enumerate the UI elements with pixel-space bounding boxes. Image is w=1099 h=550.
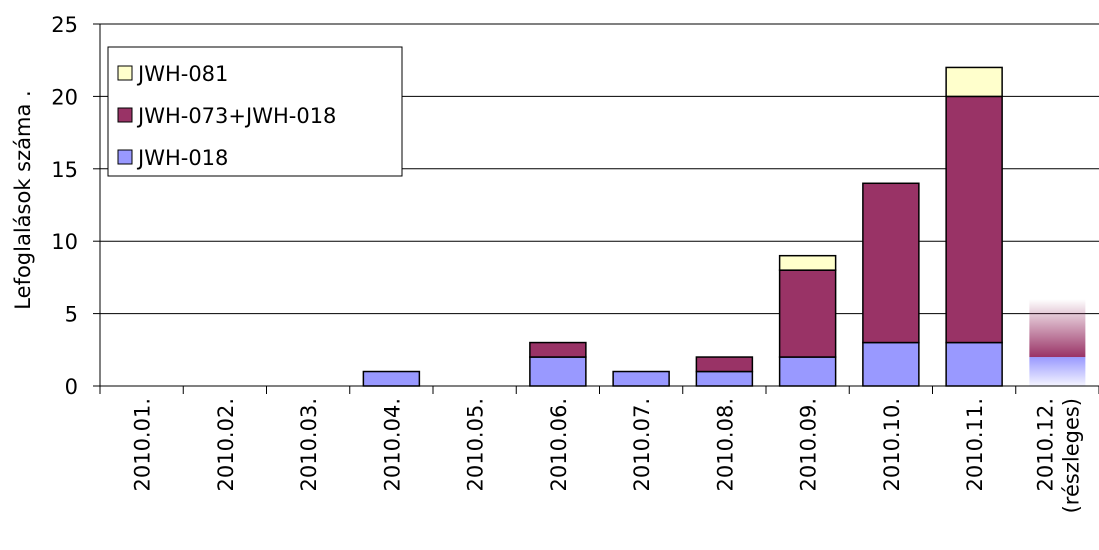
x-tick-label-line: 2010.06.: [547, 398, 571, 492]
x-tick-label: 2010.10.: [880, 398, 904, 492]
bar-segment: [362, 370, 421, 387]
legend-label: JWH-081: [136, 62, 228, 86]
bar-segment: [695, 370, 754, 387]
x-tick-label: 2010.11.: [963, 398, 987, 492]
x-tick-label-line: (részleges): [1059, 398, 1083, 513]
bar-segment: [1029, 299, 1086, 358]
bar-segment: [1029, 357, 1086, 386]
x-tick-label-line: 2010.08.: [713, 398, 737, 492]
y-tick-label: 0: [65, 375, 78, 399]
bar-segment: [945, 66, 1003, 98]
x-tick-label-line: 2010.02.: [214, 398, 238, 492]
x-tick-label: 2010.05.: [464, 398, 488, 492]
bar-segment: [778, 356, 837, 387]
bar-segment: [612, 370, 670, 387]
bar-segment: [945, 341, 1003, 387]
bar-segment: [695, 356, 754, 373]
legend-swatch: [117, 107, 133, 123]
x-tick-label: 2010.08.: [713, 398, 737, 492]
x-tick-label: 2010.04.: [380, 398, 404, 492]
bar-segment: [778, 254, 837, 271]
y-tick-label: 5: [65, 303, 78, 327]
legend-label: JWH-073+JWH-018: [136, 104, 336, 128]
y-axis-label: Lefoglalások száma .: [11, 90, 35, 309]
legend-swatch: [117, 65, 133, 81]
legend-swatch: [117, 149, 133, 165]
bar-segment: [529, 356, 587, 387]
x-tick-label-line: 2010.04.: [380, 398, 404, 492]
x-tick-label-line: 2010.07.: [630, 398, 654, 492]
x-tick-label: 2010.07.: [630, 398, 654, 492]
x-tick-label-line: 2010.09.: [797, 398, 821, 492]
x-tick-label-line: 2010.05.: [464, 398, 488, 492]
y-tick-label: 15: [51, 158, 78, 182]
x-tick-label: 2010.12.(részleges): [1033, 398, 1083, 513]
y-tick-label: 10: [51, 230, 78, 254]
y-tick-label: 20: [51, 85, 78, 109]
x-tick-label-line: 2010.03.: [297, 398, 321, 492]
x-tick-label-line: 2010.01.: [131, 398, 155, 492]
x-tick-label: 2010.03.: [297, 398, 321, 492]
x-tick-label: 2010.01.: [131, 398, 155, 492]
x-tick-label-line: 2010.10.: [880, 398, 904, 492]
bar-segment: [778, 269, 837, 358]
x-tick-label: 2010.09.: [797, 398, 821, 492]
y-tick-label: 25: [51, 13, 78, 37]
x-tick-label: 2010.02.: [214, 398, 238, 492]
x-tick-label: 2010.06.: [547, 398, 571, 492]
legend-label: JWH-018: [136, 146, 228, 170]
bar-segment: [529, 341, 587, 358]
x-tick-label-line: 2010.11.: [963, 398, 987, 492]
bar-segment: [945, 95, 1003, 344]
bar-segment: [862, 182, 920, 344]
x-tick-label-line: 2010.12.: [1033, 398, 1057, 492]
legend-box: [107, 46, 403, 177]
bar-segment: [862, 341, 920, 387]
